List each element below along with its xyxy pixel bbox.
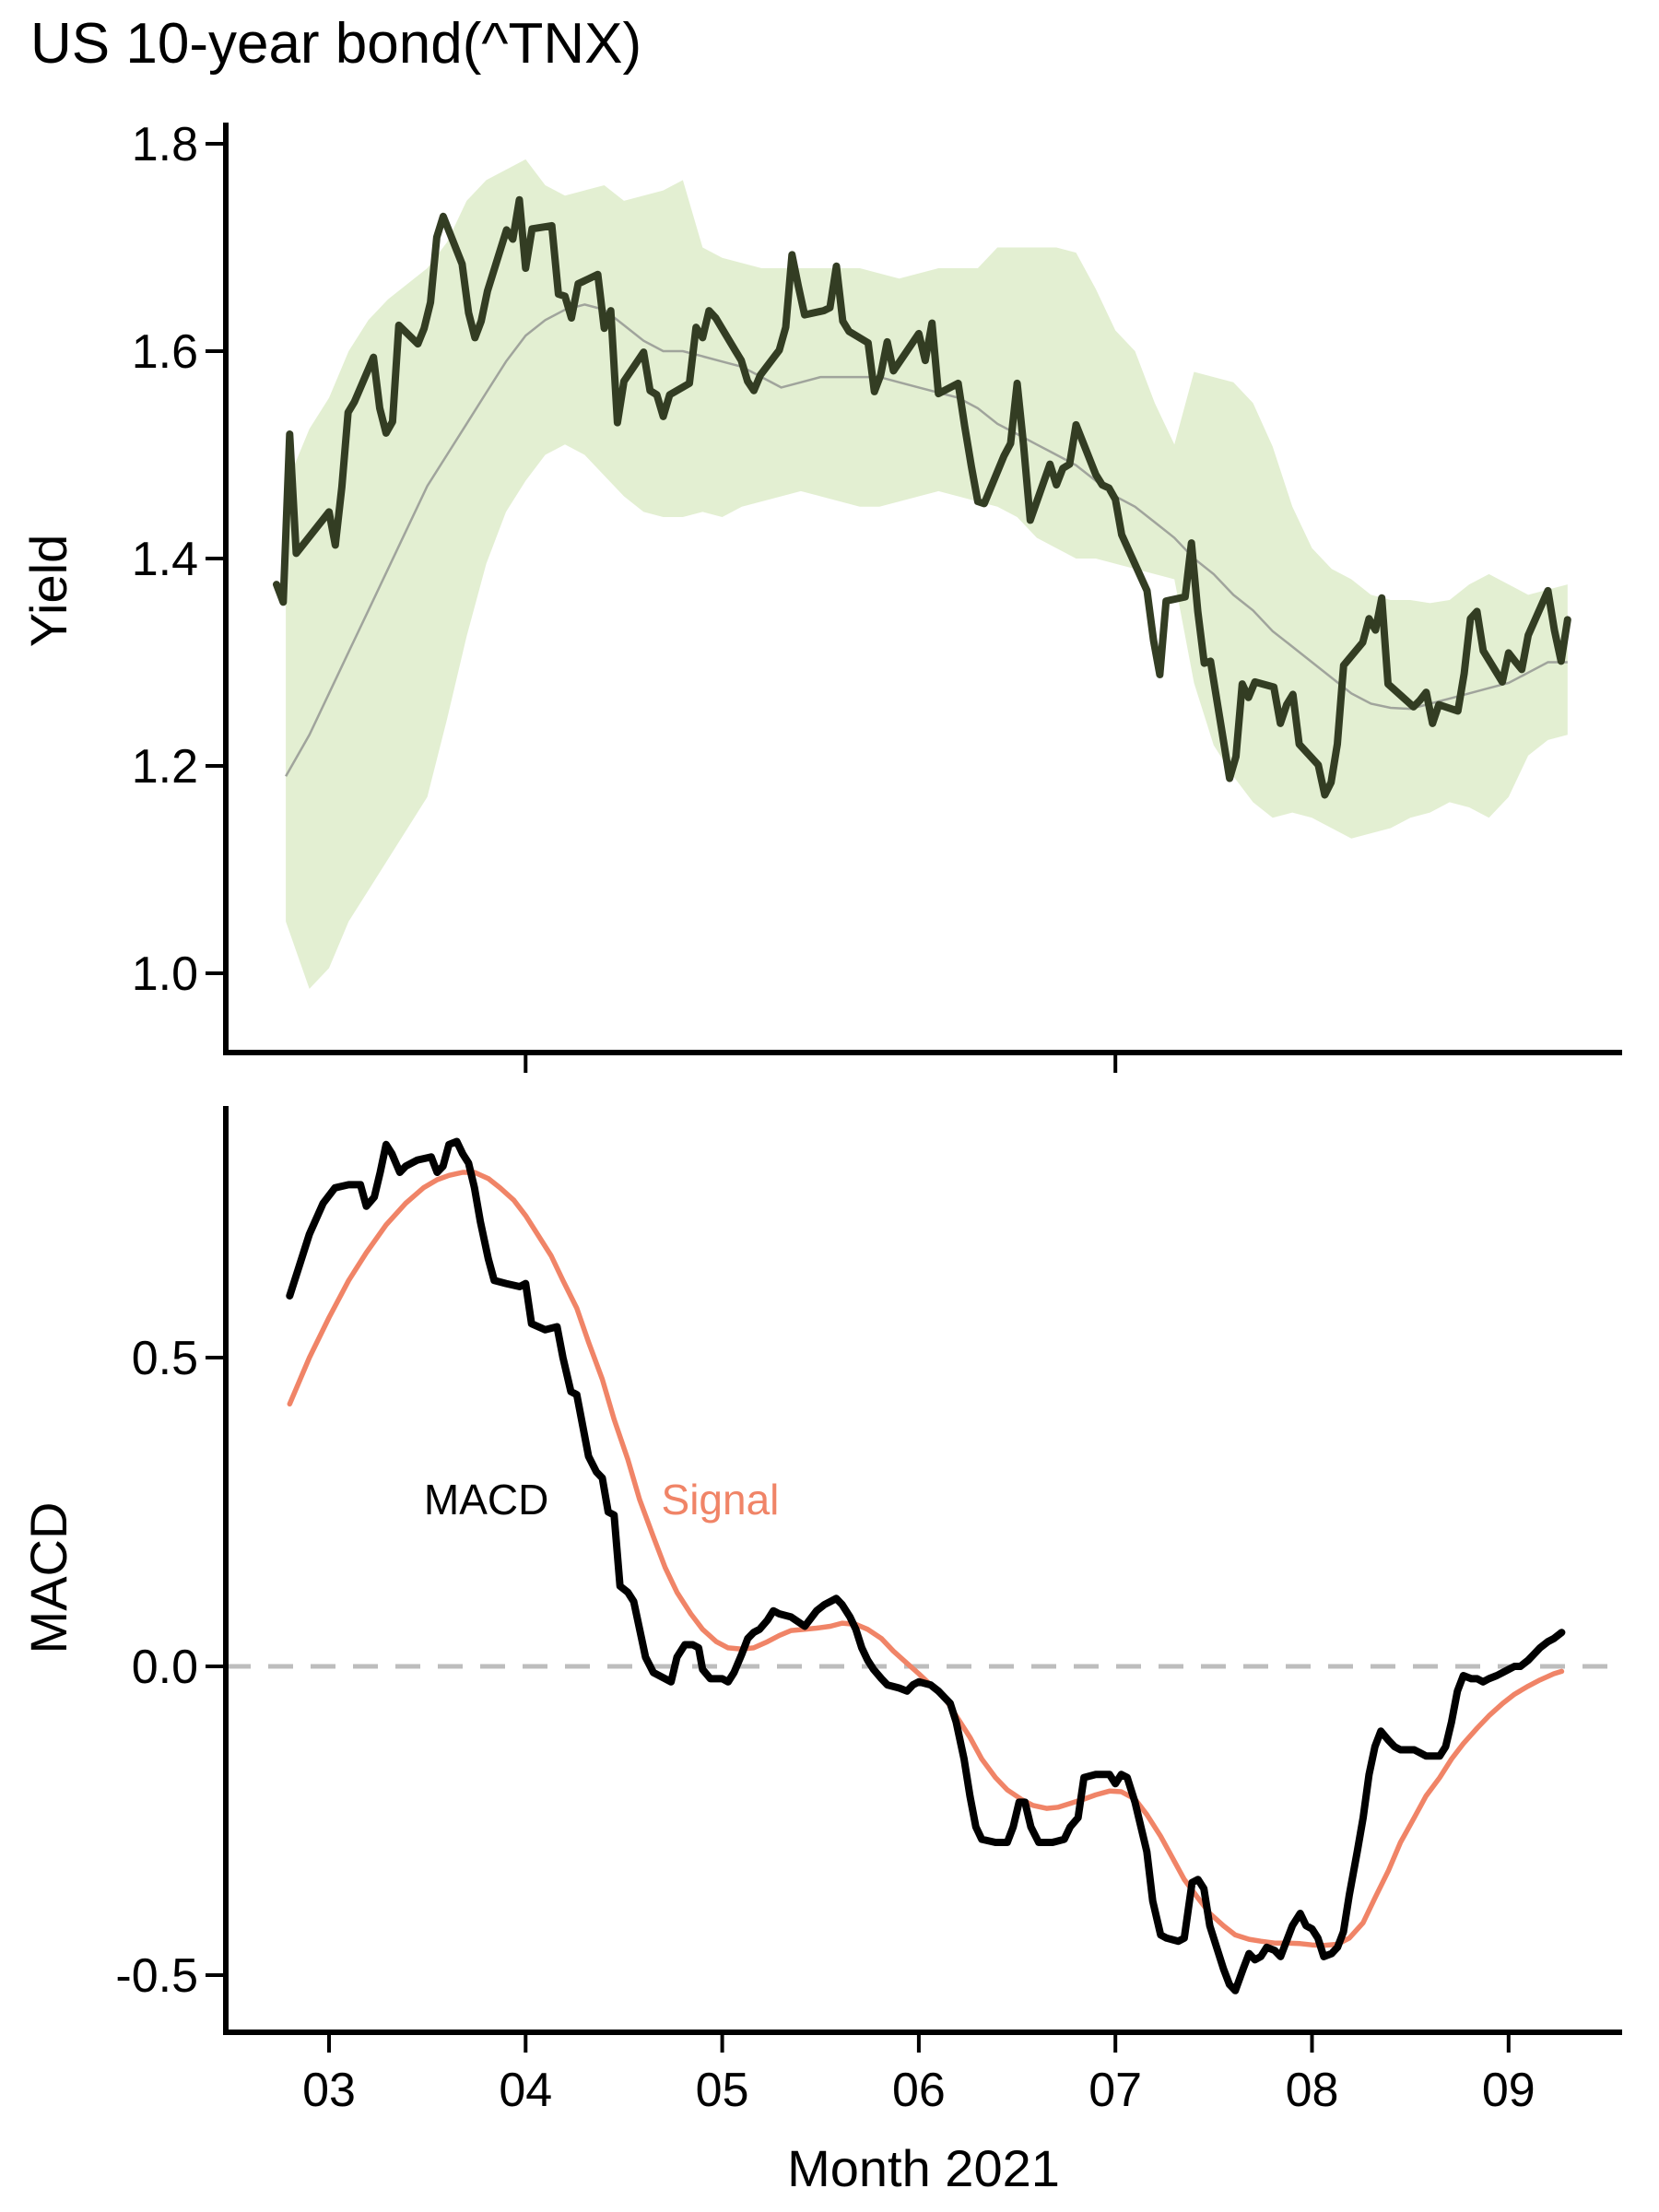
month-x-tick-label: 09	[1482, 2064, 1535, 2117]
yield-panel: 1.8 1.6 1.4 1.2 1.0 Yield	[19, 118, 1622, 1073]
macd-panel: 0.5 0.0 -0.5 03 04 05 06 07 08 09 MACD MACD Signa…	[19, 1106, 1622, 2117]
macd-y-tick-label: -0.5	[115, 1949, 198, 2003]
month-x-tick-label: 05	[696, 2064, 749, 2117]
yield-axis-title: Yield	[19, 535, 77, 647]
macd-axis-title: MACD	[19, 1502, 77, 1654]
macd-line	[286, 1137, 1566, 1994]
month-x-tick-label: 04	[499, 2064, 552, 2117]
yield-y-tick-label: 1.6	[132, 325, 198, 379]
x-axis-title: Month 2021	[787, 2139, 1060, 2197]
yield-y-tick-label: 1.8	[132, 118, 198, 171]
macd-line-label: MACD	[424, 1476, 548, 1524]
macd-y-tick-label: 0.0	[132, 1641, 198, 1694]
yield-y-tick-label: 1.4	[132, 533, 198, 586]
yield-axes-group: 1.8 1.6 1.4 1.2 1.0	[132, 118, 1622, 1073]
yield-y-tick-label: 1.0	[132, 947, 198, 1001]
month-x-tick-label: 08	[1286, 2064, 1339, 2117]
chart-title: US 10-year bond(^TNX)	[30, 12, 641, 76]
yield-band-group	[285, 159, 1568, 989]
month-x-tick-label: 06	[892, 2064, 946, 2117]
signal-line-label: Signal	[662, 1476, 780, 1524]
sma-mid-line	[285, 303, 1568, 777]
yield-line	[273, 195, 1571, 799]
yield-series-group	[273, 195, 1571, 799]
bollinger-band-area	[286, 159, 1568, 989]
macd-axes-group: 0.5 0.0 -0.5 03 04 05 06 07 08 09	[115, 1106, 1622, 2117]
macd-series-group	[286, 1137, 1566, 1994]
yield-y-tick-label: 1.2	[132, 740, 198, 794]
month-x-tick-label: 03	[302, 2064, 356, 2117]
macd-y-tick-label: 0.5	[132, 1332, 198, 1385]
month-x-tick-label: 07	[1088, 2064, 1142, 2117]
